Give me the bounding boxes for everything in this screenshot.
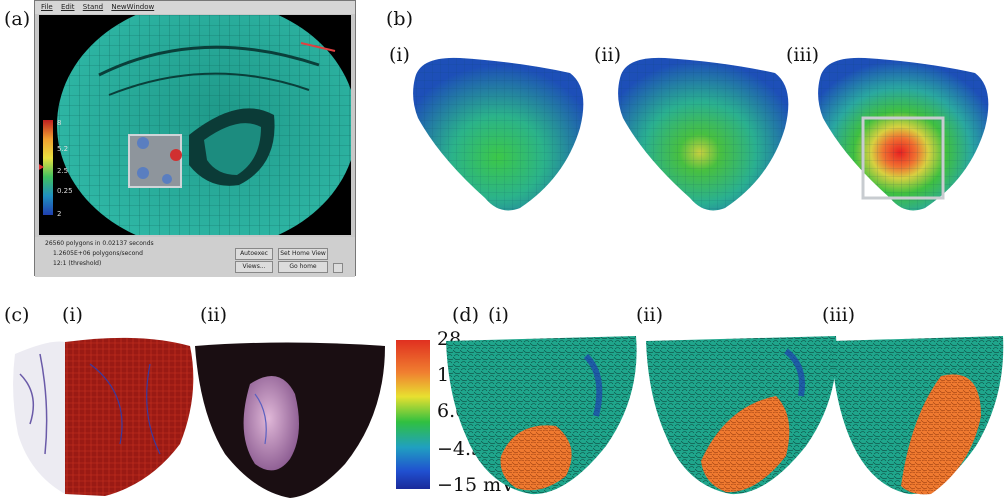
- menu-edit[interactable]: Edit: [60, 3, 75, 11]
- panel-b-sub-iii: (iii): [786, 44, 820, 66]
- set-home-view-button[interactable]: Set Home View: [278, 248, 328, 260]
- panel-d-sub-i: (i): [488, 304, 509, 326]
- panel-c-sub-ii: (ii): [200, 304, 227, 326]
- heart-b-iii: [818, 57, 989, 211]
- panel-d-hearts: [446, 336, 1004, 495]
- heart-d-ii: [646, 336, 837, 495]
- status-line: 1.2605E+06 polygons/second: [53, 250, 143, 257]
- heart-mesh-render: [57, 15, 351, 235]
- scale-bar: [43, 120, 53, 215]
- panel-c-sub-i: (i): [62, 304, 83, 326]
- expand-arrow-button[interactable]: [333, 263, 343, 273]
- scale-tick: 5.2: [57, 145, 69, 153]
- panel-label-a: (a): [4, 8, 31, 30]
- heart-c-i: [13, 337, 194, 496]
- panel-label-c: (c): [4, 304, 30, 326]
- panel-b-sub-i: (i): [389, 44, 410, 66]
- colorbar-tick: −15 mV: [437, 474, 515, 496]
- status-line: 26560 polygons in 0.02137 seconds: [45, 240, 154, 247]
- panel-d-sub-iii: (iii): [822, 304, 856, 326]
- 3d-viewport[interactable]: 8 5.2 2.5 0.25 2: [39, 15, 351, 235]
- scale-tick: 0.25: [57, 187, 73, 195]
- heart-d-iii: [831, 336, 1004, 495]
- voltage-colorbar: [396, 340, 430, 489]
- menu-file[interactable]: File: [41, 3, 53, 11]
- menu-bar: File Edit Stand NewWindow: [35, 1, 355, 14]
- heart-c-ii: [195, 342, 385, 498]
- status-panel: 26560 polygons in 0.02137 seconds 1.2605…: [35, 237, 355, 277]
- scale-tick: 2.5: [57, 167, 69, 175]
- menu-stand[interactable]: Stand: [82, 3, 104, 11]
- panel-b-hearts: [413, 57, 989, 211]
- panel-label-d: (d): [452, 304, 479, 326]
- probe-frame: [861, 116, 945, 200]
- views-button[interactable]: Views...: [235, 261, 273, 273]
- scale-tick: 2: [57, 210, 62, 218]
- status-line: 12:1 (threshold): [53, 260, 102, 267]
- panel-c-hearts: [13, 337, 385, 498]
- panel-label-b: (b): [386, 8, 413, 30]
- panel-d-sub-ii: (ii): [636, 304, 663, 326]
- go-home-button[interactable]: Go home: [278, 261, 328, 273]
- heart-d-i: [446, 336, 637, 495]
- scale-marker-icon[interactable]: [39, 163, 44, 171]
- menu-newwindow[interactable]: NewWindow: [111, 3, 155, 11]
- visualization-window: File Edit Stand NewWindow: [34, 0, 356, 277]
- heart-b-i: [413, 57, 584, 211]
- panel-b-sub-ii: (ii): [594, 44, 621, 66]
- heart-b-ii: [618, 57, 789, 211]
- autoexec-button[interactable]: Autoexec: [235, 248, 273, 260]
- scale-tick: 8: [57, 119, 62, 127]
